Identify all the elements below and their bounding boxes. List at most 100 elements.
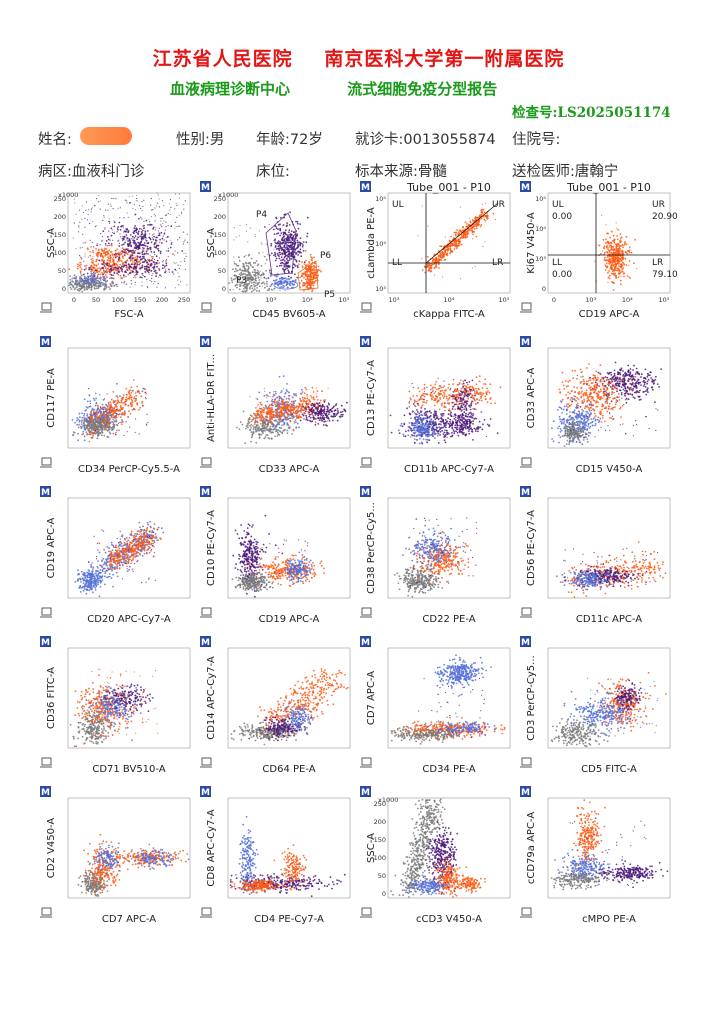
y-tick: 10⁴ xyxy=(535,225,546,233)
x-tick: 10⁴ xyxy=(444,296,455,304)
flow-plot-svg: M CD56 PE-Cy7-A CD11c APC-A xyxy=(520,486,671,625)
flow-plot: M CD33 APC-A CD15 V450-A xyxy=(518,336,676,490)
y-tick: 200 xyxy=(214,213,226,221)
m-marker-icon: M xyxy=(40,336,51,348)
flow-plot-svg: M CD117 PE-A CD34 PerCP-Cy5.5-A xyxy=(40,336,191,475)
y-tick: 0 xyxy=(222,285,226,293)
x-tick: 200 xyxy=(156,296,168,304)
plot-corner-box xyxy=(361,302,372,311)
m-marker-icon: M xyxy=(40,486,51,498)
quadrant-line-diag xyxy=(425,202,499,264)
m-marker-icon: M xyxy=(520,786,531,798)
y-tick: 10⁵ xyxy=(375,195,386,203)
flow-plot-svg: M CD10 PE-Cy7-A CD19 APC-A xyxy=(200,486,351,625)
x-axis-label: CD34 PE-A xyxy=(422,764,475,775)
specimen-source: 标本来源:骨髓 xyxy=(355,164,447,180)
plot-corner-box xyxy=(521,907,532,916)
plot-frame xyxy=(67,497,191,599)
event-dots xyxy=(74,520,165,598)
x-tick: 10⁴ xyxy=(302,296,313,304)
y-axis-label: cCD79a APC-A xyxy=(526,812,537,884)
m-marker-icon: M xyxy=(200,786,211,798)
x-tick: 50 xyxy=(92,296,100,304)
hospital-name-a: 江苏省人民医院 xyxy=(152,48,293,70)
y-tick: 100 xyxy=(374,854,386,862)
quadrant-label: UR xyxy=(492,200,505,210)
m-marker-icon: M xyxy=(200,636,211,648)
y-tick: 50 xyxy=(58,267,66,275)
plot-corner-box xyxy=(201,607,212,616)
plot-corner-box xyxy=(201,757,212,766)
plot-frame xyxy=(387,497,511,599)
quadrant-value: 20.90 xyxy=(652,212,678,222)
x-axis-label: CD20 APC-Cy7-A xyxy=(87,614,171,625)
event-dots xyxy=(389,375,502,445)
x-axis-label: CD5 FITC-A xyxy=(581,764,637,775)
name-redaction xyxy=(80,127,132,145)
x-axis-label: cCD3 V450-A xyxy=(416,914,482,925)
y-tick: 10⁴ xyxy=(375,240,386,248)
event-dots xyxy=(390,654,506,745)
plot-frame xyxy=(67,797,191,899)
quadrant-value: 79.10 xyxy=(652,270,678,280)
plot-frame xyxy=(387,647,511,749)
plot-corner-box xyxy=(521,757,532,766)
y-axis-label: CD19 APC-A xyxy=(46,518,57,579)
sex: 性别:男 xyxy=(176,132,225,148)
y-tick: 100 xyxy=(54,249,66,257)
event-dots xyxy=(550,799,669,891)
y-tick: 10³ xyxy=(375,285,386,293)
gate-label: P5 xyxy=(324,290,335,300)
event-dots xyxy=(236,375,348,444)
referring-doctor: 送检医师:唐翰宁 xyxy=(512,164,619,180)
x-axis-label: CD11b APC-Cy7-A xyxy=(404,464,494,475)
y-axis-label: CD38 PerCP-Cy5... xyxy=(366,502,377,594)
quadrant-label: LR xyxy=(652,258,663,268)
x-tick: 10⁴ xyxy=(622,296,633,304)
card-number: 就诊卡:0013055874 xyxy=(355,132,496,148)
gate-p6 xyxy=(297,260,319,291)
svg-text:M: M xyxy=(361,183,370,193)
plot-frame xyxy=(547,347,671,449)
quadrant-value: 0.00 xyxy=(552,212,572,222)
flow-plot-svg: M CD2 V450-A CD7 APC-A xyxy=(40,786,191,925)
flow-plot-svg: M Anti-HLA-DR FIT... CD33 APC-A xyxy=(200,336,351,475)
plot-frame xyxy=(67,647,191,749)
m-marker-icon: M xyxy=(200,486,211,498)
x-axis-label: CD11c APC-A xyxy=(576,614,642,625)
y-axis-label: CD117 PE-A xyxy=(46,368,57,428)
y-tick: 10³ xyxy=(535,255,546,263)
x-tick: 0 xyxy=(552,296,556,304)
x-axis-label: cKappa FITC-A xyxy=(413,309,485,320)
x-tick: 10⁵ xyxy=(339,296,350,304)
m-marker-icon: M xyxy=(520,486,531,498)
y-tick: 150 xyxy=(374,836,386,844)
plot-corner-box xyxy=(361,907,372,916)
m-marker-icon: M xyxy=(200,336,211,348)
flow-plot: x1000 0 50 100 150 200 250 0 50 100 150 200 250 SSC-A… xyxy=(38,185,196,335)
plot-corner-box xyxy=(41,607,52,616)
x-axis-label: CD45 BV605-A xyxy=(252,309,325,320)
plot-title: Tube_001 - P10 xyxy=(406,181,491,194)
report-subtitle: 血液病理诊断中心 流式细胞免疫分型报告 xyxy=(170,78,497,99)
plot-frame xyxy=(67,192,191,294)
admission-number: 住院号: xyxy=(512,132,561,148)
gate-label: P3 xyxy=(236,276,247,286)
event-dots xyxy=(68,192,189,293)
y-tick: 150 xyxy=(214,231,226,239)
plot-frame xyxy=(227,347,351,449)
m-marker-icon: M xyxy=(360,636,371,648)
plot-frame xyxy=(387,797,511,899)
plot-corner-box xyxy=(521,457,532,466)
event-dots xyxy=(550,671,667,748)
y-axis-label: CD33 APC-A xyxy=(526,368,537,429)
flow-plot-svg: M CD38 PerCP-Cy5... CD22 PE-A xyxy=(360,486,511,625)
x-tick: 10³ xyxy=(585,296,596,304)
flow-plot: M CD19 APC-A CD20 APC-Cy7-A xyxy=(38,486,196,640)
plot-corner-box xyxy=(521,607,532,616)
